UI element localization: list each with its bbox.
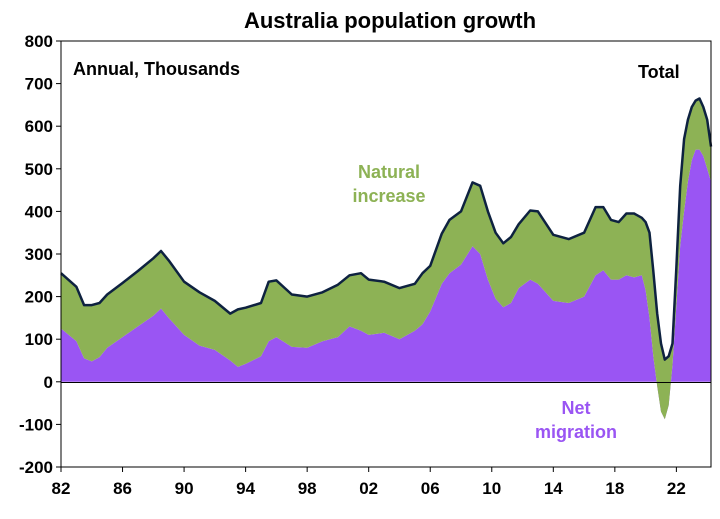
y-tick-label: 500 [25, 160, 53, 179]
total-line [60, 97, 713, 361]
net-migration-area [61, 149, 711, 420]
x-tick-label: 94 [236, 479, 255, 498]
y-tick-label: 100 [25, 330, 53, 349]
x-tick-label: 14 [544, 479, 563, 498]
x-tick-label: 10 [482, 479, 501, 498]
y-tick-label: 200 [25, 288, 53, 307]
x-tick-label: 98 [298, 479, 317, 498]
y-tick-label: 400 [25, 202, 53, 221]
y-tick-label: 800 [25, 32, 53, 51]
y-tick-label: 300 [25, 245, 53, 264]
x-tick-label: 86 [113, 479, 132, 498]
y-axis-ticks: 800 700 600 500 400 300 200 100 0 -100 -200 [19, 32, 61, 477]
x-tick-label: 82 [52, 479, 71, 498]
subtitle: Annual, Thousands [73, 59, 240, 79]
x-tick-label: 02 [359, 479, 378, 498]
y-tick-label: -200 [19, 458, 53, 477]
x-axis-ticks: 82 86 90 94 98 02 06 10 14 18 22 [52, 467, 686, 498]
x-tick-label: 22 [667, 479, 686, 498]
x-tick-label: 06 [421, 479, 440, 498]
y-tick-label: 600 [25, 117, 53, 136]
net-migration-label-2: migration [535, 422, 617, 442]
net-migration-label-1: Net [561, 398, 590, 418]
y-tick-label: 700 [25, 75, 53, 94]
chart-title: Australia population growth [244, 8, 536, 33]
axes: 800 700 600 500 400 300 200 100 0 -100 -200 82 86 90… [19, 32, 712, 498]
y-tick-label: -100 [19, 415, 53, 434]
natural-increase-area [61, 98, 711, 420]
x-tick-label: 18 [605, 479, 624, 498]
natural-increase-label-2: increase [352, 186, 425, 206]
x-tick-label: 90 [175, 479, 194, 498]
y-tick-label: 0 [44, 373, 53, 392]
natural-increase-label-1: Natural [358, 162, 420, 182]
total-label: Total [638, 62, 680, 82]
plot-area [60, 97, 713, 420]
